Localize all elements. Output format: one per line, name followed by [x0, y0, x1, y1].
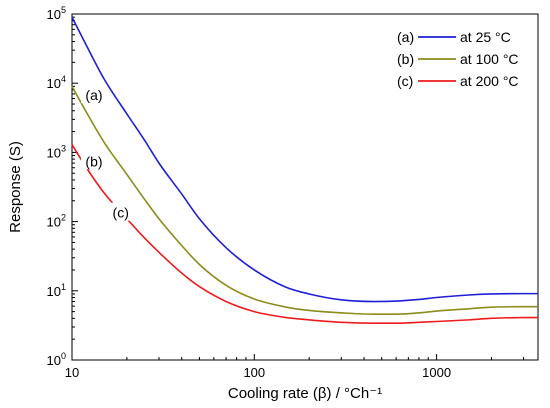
- y-tick-base: 10: [47, 284, 61, 299]
- y-tick-base: 10: [47, 353, 61, 368]
- annotation-background: [80, 85, 107, 104]
- legend-label: at 25 °C: [460, 29, 511, 45]
- annotation-layer: (a) (b) (c): [80, 85, 134, 221]
- curve-annotation: (b): [85, 153, 102, 169]
- y-tick-base: 10: [47, 7, 61, 22]
- legend: (a) at 25 °C (b) at 100 °C (c) at 200 °C: [397, 29, 519, 89]
- series-layer: [71, 16, 538, 325]
- x-axis: 10 100 1000: [65, 354, 525, 380]
- y-tick-exponent: 4: [61, 74, 66, 84]
- y-tick-exponent: 0: [61, 351, 66, 361]
- annotation-background: [80, 151, 107, 170]
- y-axis-label: Response (S): [7, 141, 24, 233]
- series-line-a: [71, 16, 538, 303]
- y-tick-label: 105: [47, 5, 66, 22]
- y-tick-exponent: 2: [61, 213, 66, 223]
- y-tick-base: 10: [47, 145, 61, 160]
- series-line-c: [71, 144, 538, 325]
- y-tick-label: 104: [47, 74, 66, 91]
- legend-key: (a): [397, 29, 414, 45]
- y-tick-label: 103: [47, 143, 66, 160]
- legend-label: at 100 °C: [460, 51, 519, 67]
- x-axis-label: Cooling rate (β) / °Ch⁻¹: [228, 385, 382, 402]
- y-tick-base: 10: [47, 76, 61, 91]
- y-tick-exponent: 1: [61, 282, 66, 292]
- annotation-background: [107, 202, 134, 221]
- series-line-b: [71, 85, 538, 315]
- curve-annotation: (a): [85, 87, 102, 103]
- x-tick-label: 100: [243, 365, 265, 380]
- legend-key: (c): [397, 73, 413, 89]
- y-tick-exponent: 3: [61, 143, 66, 153]
- y-tick-base: 10: [47, 215, 61, 230]
- x-tick-label: 10: [65, 365, 79, 380]
- plot-frame: [71, 13, 539, 361]
- legend-key: (b): [397, 51, 414, 67]
- x-tick-label: 1000: [422, 365, 451, 380]
- y-tick-label: 101: [47, 282, 66, 299]
- legend-label: at 200 °C: [460, 73, 519, 89]
- curve-annotation: (c): [113, 205, 129, 221]
- y-tick-label: 102: [47, 213, 66, 230]
- y-tick-exponent: 5: [61, 5, 66, 15]
- y-tick-label: 100: [47, 351, 66, 368]
